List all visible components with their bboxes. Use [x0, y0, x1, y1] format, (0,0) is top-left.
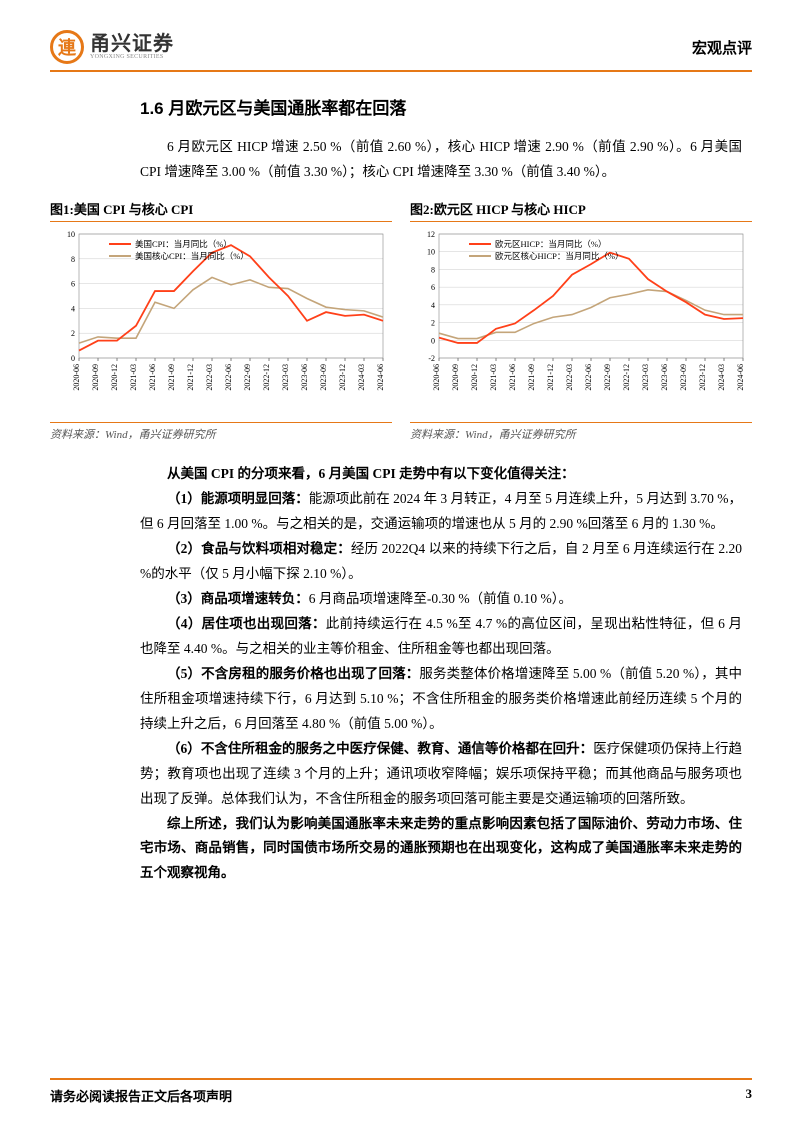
chart1-svg: 0 2 4 6 8 10 2020-06 2020-09 2020-12 2021-03 2021-…	[50, 226, 392, 416]
svg-text:2020-06: 2020-06	[432, 364, 441, 391]
charts-row: 图1:美国 CPI 与核心 CPI 0 2 4 6 8 10 2020-06 2020-09 2…	[50, 199, 752, 416]
logo-glyph: 連	[58, 34, 76, 60]
sources: 资料来源：Wind，甬兴证券研究所 资料来源：Wind，甬兴证券研究所	[50, 422, 752, 442]
svg-text:欧元区HICP：当月同比（%）: 欧元区HICP：当月同比（%）	[495, 239, 606, 249]
svg-text:2021-12: 2021-12	[186, 364, 195, 391]
svg-text:美国CPI：当月同比（%）: 美国CPI：当月同比（%）	[135, 239, 232, 249]
svg-text:2022-09: 2022-09	[603, 364, 612, 391]
svg-text:2023-06: 2023-06	[300, 364, 309, 391]
logo: 連 甬兴证券 YONGXING SECURITIES	[50, 30, 174, 64]
svg-text:2021-09: 2021-09	[527, 364, 536, 391]
svg-text:2021-12: 2021-12	[546, 364, 555, 391]
svg-text:0: 0	[431, 336, 435, 345]
chart2-title: 图2:欧元区 HICP 与核心 HICP	[410, 199, 752, 222]
lead: 从美国 CPI 的分项来看，6 月美国 CPI 走势中有以下变化值得关注：	[140, 462, 742, 487]
header-category: 宏观点评	[692, 37, 752, 58]
svg-text:美国核心CPI：当月同比（%）: 美国核心CPI：当月同比（%）	[135, 251, 249, 261]
svg-text:2023-09: 2023-09	[679, 364, 688, 391]
p1: （1）能源项明显回落：能源项此前在 2024 年 3 月转正，4 月至 5 月连…	[140, 487, 742, 537]
chart2-svg: -2 0 2 4 6 8 10 12 2020-06 2020-09 2020-12 2021-03 2…	[410, 226, 752, 416]
svg-text:8: 8	[71, 255, 75, 264]
intro-paragraph: 6 月欧元区 HICP 增速 2.50 %（前值 2.60 %），核心 HICP…	[140, 135, 742, 185]
svg-text:2020-09: 2020-09	[451, 364, 460, 391]
svg-text:6: 6	[71, 280, 75, 289]
svg-text:0: 0	[71, 354, 75, 363]
logo-cn: 甬兴证券	[90, 34, 174, 54]
svg-text:2021-06: 2021-06	[148, 364, 157, 391]
svg-text:2: 2	[431, 319, 435, 328]
page-number: 3	[746, 1086, 753, 1105]
svg-text:4: 4	[431, 301, 435, 310]
svg-text:2022-12: 2022-12	[262, 364, 271, 391]
section-title: 1.6 月欧元区与美国通胀率都在回落	[140, 94, 752, 119]
svg-text:2022-06: 2022-06	[224, 364, 233, 391]
p6: （6）不含住所租金的服务之中医疗保健、教育、通信等价格都在回升：医疗保健项仍保持…	[140, 737, 742, 812]
logo-en: YONGXING SECURITIES	[90, 54, 174, 60]
svg-text:10: 10	[427, 248, 435, 257]
svg-text:2023-03: 2023-03	[281, 364, 290, 391]
svg-text:2020-12: 2020-12	[470, 364, 479, 391]
svg-text:10: 10	[67, 230, 75, 239]
svg-text:欧元区核心HICP：当月同比（%）: 欧元区核心HICP：当月同比（%）	[495, 251, 623, 261]
summary: 综上所述，我们认为影响美国通胀率未来走势的重点影响因素包括了国际油价、劳动力市场…	[140, 812, 742, 887]
svg-text:2022-12: 2022-12	[622, 364, 631, 391]
svg-text:2020-09: 2020-09	[91, 364, 100, 391]
svg-text:2021-03: 2021-03	[129, 364, 138, 391]
p5: （5）不含房租的服务价格也出现了回落：服务类整体价格增速降至 5.00 %（前值…	[140, 662, 742, 737]
svg-text:2022-06: 2022-06	[584, 364, 593, 391]
svg-text:2024-03: 2024-03	[357, 364, 366, 391]
svg-text:2021-06: 2021-06	[508, 364, 517, 391]
logo-icon: 連	[50, 30, 84, 64]
svg-text:2023-06: 2023-06	[660, 364, 669, 391]
body-text: 从美国 CPI 的分项来看，6 月美国 CPI 走势中有以下变化值得关注： （1…	[140, 462, 742, 886]
svg-text:2022-09: 2022-09	[243, 364, 252, 391]
svg-text:2022-03: 2022-03	[205, 364, 214, 391]
chart1: 图1:美国 CPI 与核心 CPI 0 2 4 6 8 10 2020-06 2020-09 2…	[50, 199, 392, 416]
logo-text: 甬兴证券 YONGXING SECURITIES	[90, 34, 174, 60]
svg-text:6: 6	[431, 283, 435, 292]
svg-text:2024-06: 2024-06	[736, 364, 745, 391]
svg-text:2024-06: 2024-06	[376, 364, 385, 391]
chart2: 图2:欧元区 HICP 与核心 HICP -2 0 2 4 6 8 10 12 2020-06 2…	[410, 199, 752, 416]
svg-text:2: 2	[71, 329, 75, 338]
svg-text:2021-03: 2021-03	[489, 364, 498, 391]
svg-text:2022-03: 2022-03	[565, 364, 574, 391]
svg-text:2020-06: 2020-06	[72, 364, 81, 391]
svg-text:2020-12: 2020-12	[110, 364, 119, 391]
footer: 请务必阅读报告正文后各项声明 3	[50, 1078, 752, 1105]
p3: （3）商品项增速转负：6 月商品项增速降至-0.30 %（前值 0.10 %）。	[140, 587, 742, 612]
p2: （2）食品与饮料项相对稳定：经历 2022Q4 以来的持续下行之后，自 2 月至…	[140, 537, 742, 587]
svg-text:4: 4	[71, 304, 75, 313]
page-header: 連 甬兴证券 YONGXING SECURITIES 宏观点评	[50, 30, 752, 72]
svg-text:2023-12: 2023-12	[338, 364, 347, 391]
svg-text:2021-09: 2021-09	[167, 364, 176, 391]
chart1-title: 图1:美国 CPI 与核心 CPI	[50, 199, 392, 222]
p4: （4）居住项也出现回落：此前持续运行在 4.5 %至 4.7 %的高位区间，呈现…	[140, 612, 742, 662]
svg-text:2024-03: 2024-03	[717, 364, 726, 391]
svg-text:-2: -2	[428, 354, 435, 363]
svg-text:8: 8	[431, 265, 435, 274]
svg-text:2023-09: 2023-09	[319, 364, 328, 391]
svg-text:12: 12	[427, 230, 435, 239]
chart2-source: 资料来源：Wind，甬兴证券研究所	[410, 422, 752, 442]
intro-text: 6 月欧元区 HICP 增速 2.50 %（前值 2.60 %），核心 HICP…	[140, 135, 742, 185]
svg-text:2023-12: 2023-12	[698, 364, 707, 391]
chart1-source: 资料来源：Wind，甬兴证券研究所	[50, 422, 392, 442]
footer-disclaimer: 请务必阅读报告正文后各项声明	[50, 1086, 232, 1105]
svg-text:2023-03: 2023-03	[641, 364, 650, 391]
